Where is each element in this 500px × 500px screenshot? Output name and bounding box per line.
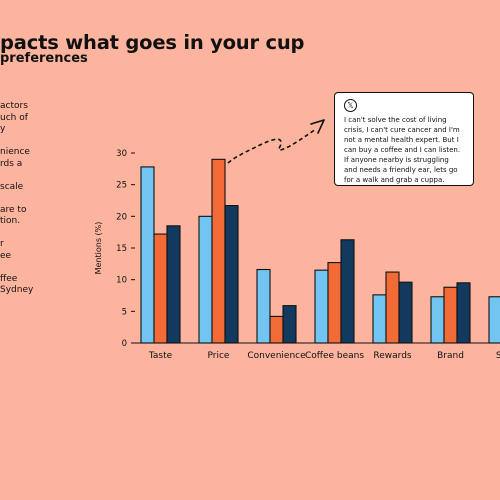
bar (140, 166, 155, 344)
side-line: ffee (0, 273, 18, 284)
bar (224, 205, 239, 344)
x-tick-label: Brand (437, 351, 464, 361)
bar (398, 281, 413, 344)
side-commentary: actors uch of y nience rds a scale are t… (0, 101, 70, 297)
x-tick-label: Taste (148, 351, 173, 361)
y-axis-label: Mentions (%) (94, 222, 103, 275)
side-paragraph-1: actors uch of y (0, 101, 70, 136)
chart-bars (140, 158, 500, 344)
bar (340, 239, 355, 344)
annotation-arrow-line (227, 128, 317, 164)
bar (327, 262, 342, 344)
chart-title: pacts what goes in your cup (0, 31, 305, 54)
side-line: scale (0, 181, 24, 192)
annotation-arrow-head (310, 119, 325, 134)
bar (456, 282, 471, 344)
bar (372, 294, 387, 344)
x-tick-label: Price (208, 351, 230, 361)
side-line: y (0, 124, 6, 134)
bar (488, 296, 500, 344)
bar (282, 305, 297, 344)
quote-card: 𝕏 I can't solve the cost of living crisi… (334, 92, 474, 186)
bar (198, 215, 213, 344)
x-tick-label: Convenience (247, 351, 306, 361)
y-tick-label: 10 (116, 276, 127, 286)
side-line: uch of (0, 112, 28, 123)
side-paragraph-3: are to tion. (0, 205, 70, 228)
side-paragraph-2: nience rds a scale (0, 147, 70, 193)
side-line: rds a (0, 158, 23, 169)
side-line: actors (0, 101, 28, 111)
side-line: r (0, 239, 4, 249)
bar (443, 286, 458, 344)
bar (153, 233, 168, 344)
side-line: tion. (0, 216, 21, 226)
y-tick-label: 15 (116, 244, 127, 254)
x-tick-label: Coffee beans (305, 351, 364, 361)
y-tick-label: 0 (122, 339, 127, 349)
y-tick-label: 25 (116, 181, 127, 191)
side-line: nience (0, 147, 30, 157)
y-tick-label: 20 (116, 212, 127, 222)
side-line: ee (0, 250, 12, 261)
bar (269, 315, 284, 344)
side-paragraph-4: r ee ffee Sydney (0, 239, 70, 297)
x-logo-icon: 𝕏 (344, 99, 357, 112)
x-tick-label: Susta (496, 351, 500, 361)
x-tick-label: Rewards (373, 351, 412, 361)
side-line: Sydney (0, 285, 34, 295)
y-tick-label: 5 (122, 307, 127, 317)
x-axis-labels: Taste Price Convenience Coffee beans Rewards… (148, 351, 500, 361)
bar (256, 268, 271, 344)
chart-subtitle: preferences (0, 51, 88, 66)
side-line: are to (0, 204, 27, 215)
bar (314, 269, 329, 344)
bar (211, 158, 226, 344)
y-tick-label: 30 (116, 149, 127, 159)
quote-text: I can't solve the cost of living crisis,… (344, 116, 461, 184)
bar (430, 296, 445, 344)
bar (166, 225, 181, 344)
bar (385, 271, 400, 344)
